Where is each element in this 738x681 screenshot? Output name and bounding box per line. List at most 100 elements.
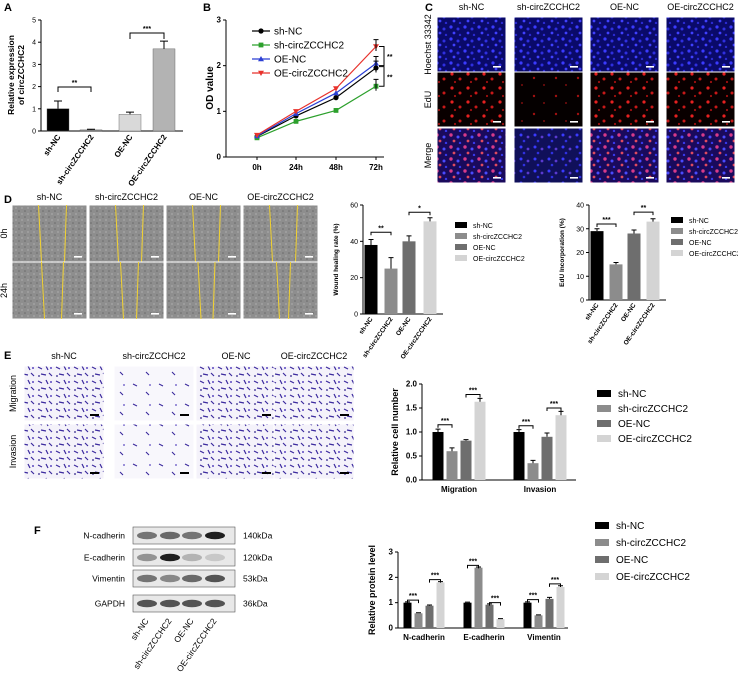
data-point (333, 90, 339, 96)
error-bar (650, 218, 656, 222)
error-bar (449, 447, 455, 452)
protein-label: E-cadherin (84, 553, 125, 563)
error-bar (373, 56, 379, 68)
data-point (333, 95, 339, 101)
legend-label: sh-NC (473, 223, 493, 230)
error-bar (388, 257, 394, 269)
bar (436, 582, 445, 628)
legend-swatch (455, 244, 467, 250)
legend-marker (258, 42, 264, 48)
bar (474, 401, 486, 480)
significance-bracket (527, 599, 539, 603)
transwell-image (273, 423, 355, 480)
blot-band (137, 574, 157, 583)
wound-edge-line (41, 261, 45, 320)
wound-edge-line (269, 204, 273, 263)
micrograph-image (436, 127, 507, 184)
legend-label: sh-circZCCHC2 (689, 229, 738, 236)
significance-bracket (633, 211, 654, 216)
significance-label: *** (550, 401, 558, 408)
x-tick-label: OE-NC (395, 316, 413, 337)
y-tick-label: 2.0 (406, 380, 418, 389)
scale-bar (305, 256, 313, 258)
scale-bar (570, 121, 578, 123)
panel-e-transwell-images: sh-NC sh-circZCCHC2 OE-NC OE-circZCCHC2 Migr… (8, 351, 355, 480)
error-bar (465, 601, 470, 603)
wound-edge-line (288, 261, 291, 320)
column-header: sh-circZCCHC2 (123, 351, 186, 361)
error-bar (54, 100, 62, 109)
scale-bar (340, 472, 349, 474)
row-label: Migration (8, 375, 18, 412)
transwell-image (23, 365, 105, 422)
significance-label: * (418, 205, 421, 212)
series-line (256, 85, 377, 139)
blot-band (182, 574, 202, 583)
error-bar (477, 397, 483, 402)
significance-label: ** (641, 205, 647, 212)
legend-swatch (595, 539, 609, 546)
bar (496, 619, 505, 628)
error-bar (368, 239, 374, 245)
micrograph-image (513, 71, 584, 128)
bar (79, 129, 103, 132)
significance-label: *** (469, 388, 477, 395)
significance-label: *** (602, 217, 610, 224)
significance-bracket (489, 602, 501, 606)
blot-band (160, 599, 180, 608)
wound-image (11, 261, 88, 320)
y-axis-title-line1: Relative expression (6, 35, 16, 115)
panel-f-western-blot: N-cadherin 140kDa E-cadherin 120kDa Vimentin… (83, 526, 273, 674)
wound-edge-line (197, 261, 202, 320)
bar (609, 264, 623, 300)
legend-label: OE-circZCCHC2 (689, 251, 738, 258)
x-tick-label: N-cadherin (403, 633, 445, 642)
significance-label: *** (491, 596, 499, 603)
error-bar (547, 596, 552, 599)
legend-swatch (595, 556, 609, 563)
y-tick-label: 2 (32, 84, 36, 91)
significance-label: *** (522, 419, 530, 426)
bar (627, 233, 641, 300)
wound-edge-line (212, 261, 216, 320)
column-header: sh-NC (459, 2, 485, 12)
y-axis-title: Relative protein level (367, 545, 377, 635)
transwell-image (195, 423, 277, 480)
scale-bar (74, 256, 82, 258)
significance-bracket (596, 223, 617, 227)
legend-swatch (455, 222, 467, 228)
wound-edge-line (192, 204, 196, 263)
y-tick-label: 1.0 (406, 428, 418, 437)
wound-edge-line (136, 261, 139, 320)
y-tick-label: 3 (217, 16, 222, 25)
y-axis-title: EdU Incorporation (%) (559, 218, 566, 287)
column-header: OE-circZCCHC2 (667, 2, 734, 12)
y-axis-title-line2: of circZCCHC2 (16, 45, 26, 105)
panel-label-f: F (34, 525, 41, 537)
y-tick-label: 20 (576, 250, 584, 257)
chart-a: 0 1 2 3 4 5 Relative expression of circZCCHC2 sh… (6, 18, 183, 188)
wound-image (88, 261, 165, 320)
scale-bar (180, 414, 189, 416)
significance-bracket (379, 66, 385, 87)
y-tick-label: 0 (389, 624, 394, 633)
bar (446, 451, 458, 480)
significance-label: *** (143, 26, 151, 33)
legend-swatch (595, 522, 609, 529)
wound-image (165, 204, 242, 263)
x-tick-label: 0h (252, 163, 261, 172)
bar (414, 613, 423, 628)
legend-swatch (597, 405, 611, 412)
column-header: OE-NC (610, 2, 640, 12)
x-tick-label: sh-NC (42, 133, 63, 158)
series-line (256, 67, 377, 137)
error-bar (530, 459, 536, 464)
bar (527, 463, 539, 480)
scale-bar (646, 121, 654, 123)
bar (555, 415, 567, 480)
y-axis-title: OD value (205, 66, 216, 110)
x-tick-label: sh-NC (584, 302, 601, 322)
column-header: sh-circZCCHC2 (95, 192, 158, 202)
scale-bar (646, 177, 654, 179)
wound-image (88, 204, 165, 263)
